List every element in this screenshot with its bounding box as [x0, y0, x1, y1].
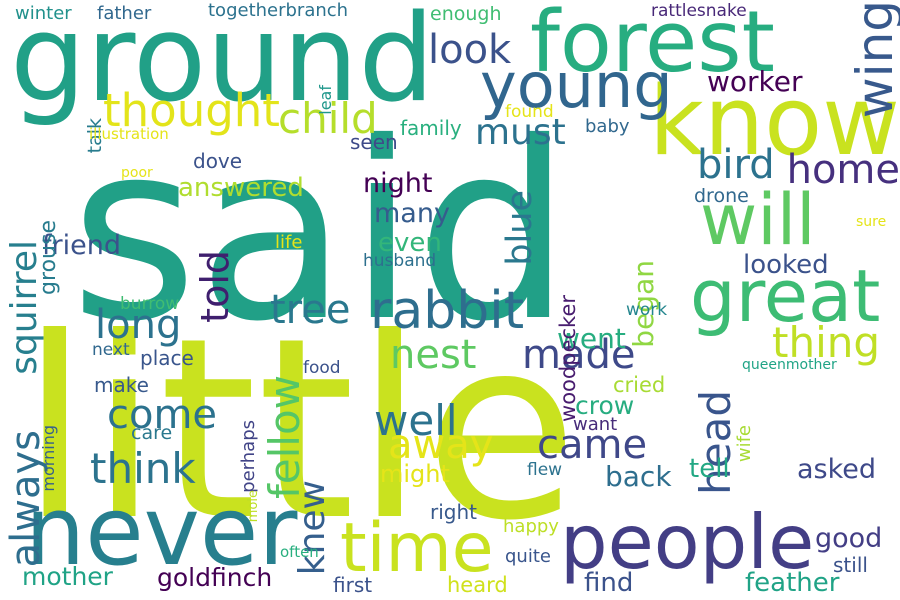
word-burrow: burrow: [120, 294, 180, 314]
word-sure: sure: [856, 214, 887, 230]
word-mother: mother: [22, 562, 113, 591]
word-many: many: [374, 198, 450, 229]
word-often: often: [280, 543, 319, 561]
word-perhaps: perhaps: [238, 420, 259, 493]
word-must: must: [475, 112, 566, 153]
word-goldfinch: goldfinch: [157, 563, 273, 592]
word-friend: friend: [42, 230, 121, 261]
word-little: little: [20, 284, 579, 575]
word-good: good: [815, 523, 883, 554]
word-illustration: illustration: [89, 125, 169, 143]
word-queenmother: queenmother: [742, 357, 837, 373]
word-still: still: [833, 553, 868, 577]
word-husband: husband: [363, 251, 437, 271]
word-food: food: [303, 358, 341, 378]
word-come: come: [107, 392, 218, 438]
word-place: place: [140, 346, 194, 370]
word-look: look: [428, 27, 512, 73]
word-asked: asked: [797, 454, 877, 485]
word-next: next: [92, 340, 130, 360]
word-family: family: [400, 116, 462, 140]
word-ground: ground: [10, 0, 435, 129]
word-dove: dove: [193, 149, 243, 173]
word-poor: poor: [121, 165, 153, 181]
word-told: told: [193, 250, 237, 323]
word-heard: heard: [447, 573, 508, 597]
word-father: father: [97, 3, 152, 24]
word-answered: answered: [178, 173, 304, 203]
word-make: make: [94, 373, 149, 397]
word-great: great: [690, 254, 881, 338]
word-came: came: [537, 422, 648, 468]
word-togetherbranch: togetherbranch: [208, 0, 349, 21]
word-back: back: [605, 460, 672, 493]
word-blue: blue: [500, 190, 540, 266]
word-mole: mole: [246, 490, 261, 523]
word-might: might: [380, 460, 450, 488]
word-rabbit: rabbit: [370, 281, 525, 341]
word-home: home: [786, 147, 900, 193]
word-quite: quite: [505, 546, 551, 567]
word-enough: enough: [430, 3, 502, 25]
word-nest: nest: [390, 332, 477, 378]
word-wife: wife: [734, 425, 755, 463]
word-right: right: [430, 500, 477, 524]
word-forest: forest: [530, 0, 775, 92]
word-wing: wing: [846, 0, 900, 119]
word-baby: baby: [585, 116, 630, 137]
word-long: long: [95, 302, 182, 348]
word-want: want: [573, 414, 618, 435]
word-went: went: [557, 322, 626, 355]
word-night: night: [363, 168, 433, 199]
word-never: never: [25, 477, 298, 587]
word-time: time: [340, 509, 494, 588]
word-winter: winter: [15, 3, 72, 24]
word-looked: looked: [743, 250, 829, 280]
word-grouse: grouse: [36, 220, 61, 295]
word-made: made: [522, 332, 636, 378]
word-care: care: [131, 422, 173, 444]
word-said: said: [70, 90, 572, 375]
word-seen: seen: [350, 130, 398, 154]
word-flew: flew: [527, 460, 563, 480]
word-even: even: [378, 228, 442, 258]
word-bird: bird: [697, 142, 775, 188]
word-leaf: leaf: [316, 85, 335, 115]
word-crow: crow: [575, 391, 635, 420]
word-cried: cried: [613, 373, 666, 397]
word-tree: tree: [270, 287, 351, 333]
word-find: find: [584, 568, 634, 598]
word-first: first: [333, 573, 373, 597]
word-think: think: [90, 444, 196, 493]
word-morning: morning: [39, 425, 58, 492]
word-worker: worker: [707, 65, 803, 98]
word-young: young: [480, 49, 673, 122]
word-happy: happy: [503, 516, 559, 537]
word-feather: feather: [745, 568, 840, 598]
word-tell: tell: [689, 454, 730, 484]
word-work: work: [626, 300, 668, 320]
word-well: well: [374, 396, 458, 445]
word-away: away: [388, 422, 494, 468]
word-found: found: [505, 102, 554, 122]
word-know: know: [648, 67, 900, 177]
word-people: people: [560, 498, 815, 586]
word-life: life: [275, 232, 303, 253]
word-thought: thought: [103, 84, 280, 137]
word-drone: drone: [694, 185, 749, 207]
word-thing: thing: [772, 318, 881, 367]
word-child: child: [278, 94, 378, 143]
word-will: will: [700, 179, 816, 261]
word-rattlesnake: rattlesnake: [651, 1, 747, 21]
